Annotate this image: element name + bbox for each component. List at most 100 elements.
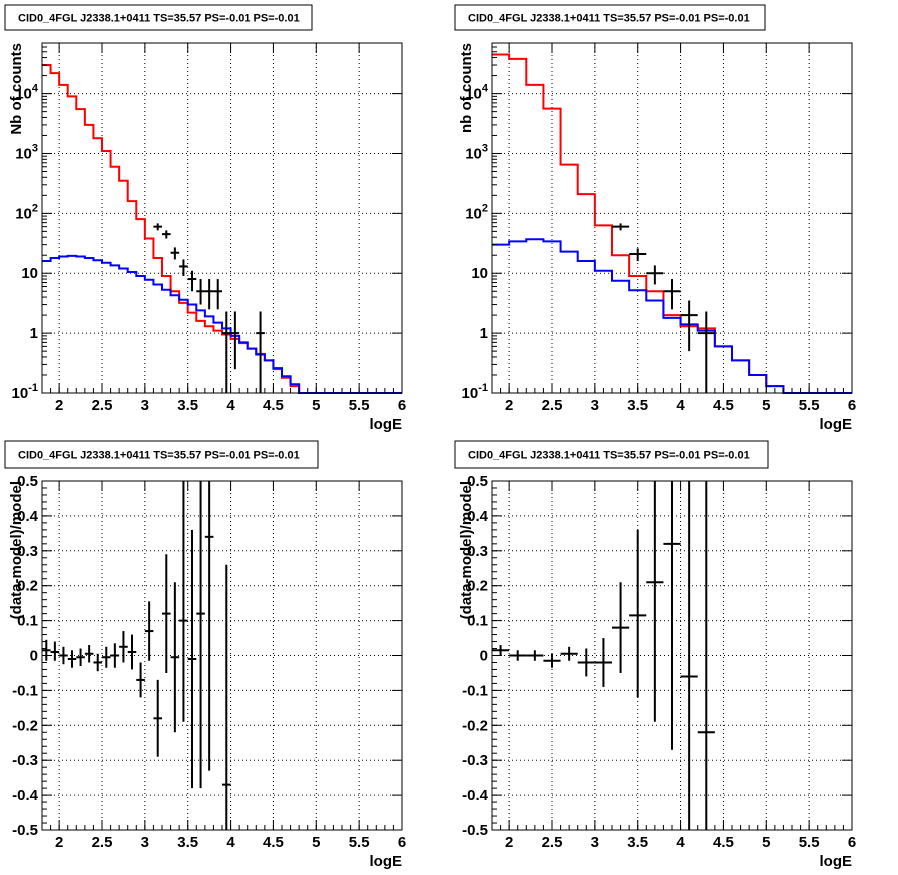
y-axis-label: Nb of counts	[8, 43, 25, 135]
data-point	[204, 481, 214, 771]
y-axis-label: (data-model)/model	[8, 481, 25, 619]
data-point	[153, 679, 162, 757]
data-point	[42, 639, 51, 661]
x-tick-label: 3	[141, 834, 149, 851]
y-tick-label: 103	[15, 142, 38, 162]
data-point	[560, 646, 578, 661]
y-tick-label: 0.5	[467, 473, 488, 490]
x-tick-label: 4	[226, 834, 235, 851]
title-box	[4, 440, 319, 469]
data-point	[612, 223, 630, 231]
y-tick-label: -0.1	[462, 682, 488, 699]
data-point	[162, 554, 171, 673]
x-tick-label: 5	[762, 397, 770, 414]
x-axis-label: logE	[370, 416, 403, 433]
x-tick-label: 6	[848, 397, 856, 414]
x-tick-label: 3.5	[627, 397, 648, 414]
y-tick-label: -0.3	[12, 752, 38, 769]
x-tick-label: 5	[312, 834, 320, 851]
x-tick-label: 3.5	[177, 834, 198, 851]
y-tick-label: 102	[465, 202, 488, 222]
x-tick-label: 2.5	[92, 834, 113, 851]
x-tick-label: 6	[398, 397, 406, 414]
x-tick-label: 3.5	[627, 834, 648, 851]
y-tick-label: 1	[480, 325, 488, 342]
data-point	[136, 662, 145, 698]
y-tick-label: 0.3	[467, 543, 488, 560]
data-point	[170, 247, 180, 260]
y-tick-label: -0.4	[12, 787, 39, 804]
data-point	[76, 648, 85, 666]
data-point	[663, 481, 681, 750]
y-tick-label: -0.5	[462, 822, 488, 839]
chart-title: CID0_4FGL J2338.1+0411 TS=35.57 PS=-0.01…	[18, 450, 300, 462]
data-point	[162, 230, 171, 239]
y-tick-label: 0	[30, 648, 38, 665]
plot-frame	[41, 42, 403, 394]
data-point	[110, 643, 120, 668]
y-tick-label: 0.5	[17, 473, 38, 490]
x-tick-label: 5.5	[799, 397, 820, 414]
data-point	[663, 279, 681, 310]
title-box	[4, 4, 313, 31]
data-point	[230, 311, 240, 370]
y-tick-label: -0.3	[462, 752, 488, 769]
x-tick-label: 6	[398, 834, 406, 851]
y-axis-label: nb of counts	[458, 43, 475, 133]
data-point	[509, 650, 527, 661]
data-point	[594, 638, 612, 687]
y-tick-label: 104	[15, 83, 39, 103]
x-tick-label: 5.5	[799, 834, 820, 851]
x-tick-label: 4	[226, 397, 235, 414]
data-point	[492, 645, 510, 656]
data-point	[144, 601, 154, 661]
y-tick-label: 0.2	[17, 578, 38, 595]
x-tick-label: 4	[676, 397, 685, 414]
data-point	[50, 641, 60, 661]
plot-frame	[491, 42, 853, 394]
data-point	[179, 481, 188, 722]
y-tick-label: 10	[21, 265, 38, 282]
y-tick-label: 103	[465, 142, 488, 162]
x-tick-label: 4.5	[263, 397, 284, 414]
x-tick-label: 3	[591, 834, 599, 851]
x-tick-label: 2.5	[92, 397, 113, 414]
chart-title: CID0_4FGL J2338.1+0411 TS=35.57 PS=-0.01…	[468, 450, 750, 462]
y-tick-label: -0.1	[12, 682, 38, 699]
data-point	[204, 279, 214, 310]
panel-bottom-left: CID0_4FGL J2338.1+0411 TS=35.57 PS=-0.01…	[4, 440, 406, 870]
x-tick-label: 2	[55, 834, 63, 851]
data-point	[629, 529, 647, 698]
x-axis-label: logE	[370, 853, 403, 870]
component_model-histogram	[42, 254, 402, 394]
y-tick-label: 0.4	[17, 508, 39, 525]
x-tick-label: 5	[762, 834, 770, 851]
x-tick-label: 2	[55, 397, 63, 414]
data-point	[187, 529, 197, 789]
data-point	[543, 653, 561, 668]
data-point	[102, 646, 111, 668]
title-box	[454, 4, 766, 31]
y-tick-label: 0	[480, 648, 488, 665]
data-point	[119, 631, 128, 663]
x-tick-label: 2.5	[542, 834, 563, 851]
data-point	[256, 311, 265, 393]
y-tick-label: 1	[30, 325, 38, 342]
panel-bottom-right: CID0_4FGL J2338.1+0411 TS=35.57 PS=-0.01…	[454, 440, 856, 870]
x-tick-label: 5.5	[349, 397, 370, 414]
y-tick-label: 104	[465, 83, 489, 103]
y-tick-label: 10-1	[462, 382, 488, 402]
x-tick-label: 6	[848, 834, 856, 851]
data-point	[127, 634, 137, 670]
x-tick-label: 2	[505, 397, 513, 414]
chart-title: CID0_4FGL J2338.1+0411 TS=35.57 PS=-0.01…	[18, 13, 300, 25]
y-axis-label: (data-model)/model	[458, 481, 475, 619]
data-point	[646, 481, 664, 722]
x-tick-label: 4.5	[713, 397, 734, 414]
y-tick-label: 10	[471, 265, 488, 282]
y-tick-label: 10-1	[12, 382, 38, 402]
x-tick-label: 3	[141, 397, 149, 414]
data-point	[222, 311, 231, 393]
data-point	[187, 270, 197, 292]
